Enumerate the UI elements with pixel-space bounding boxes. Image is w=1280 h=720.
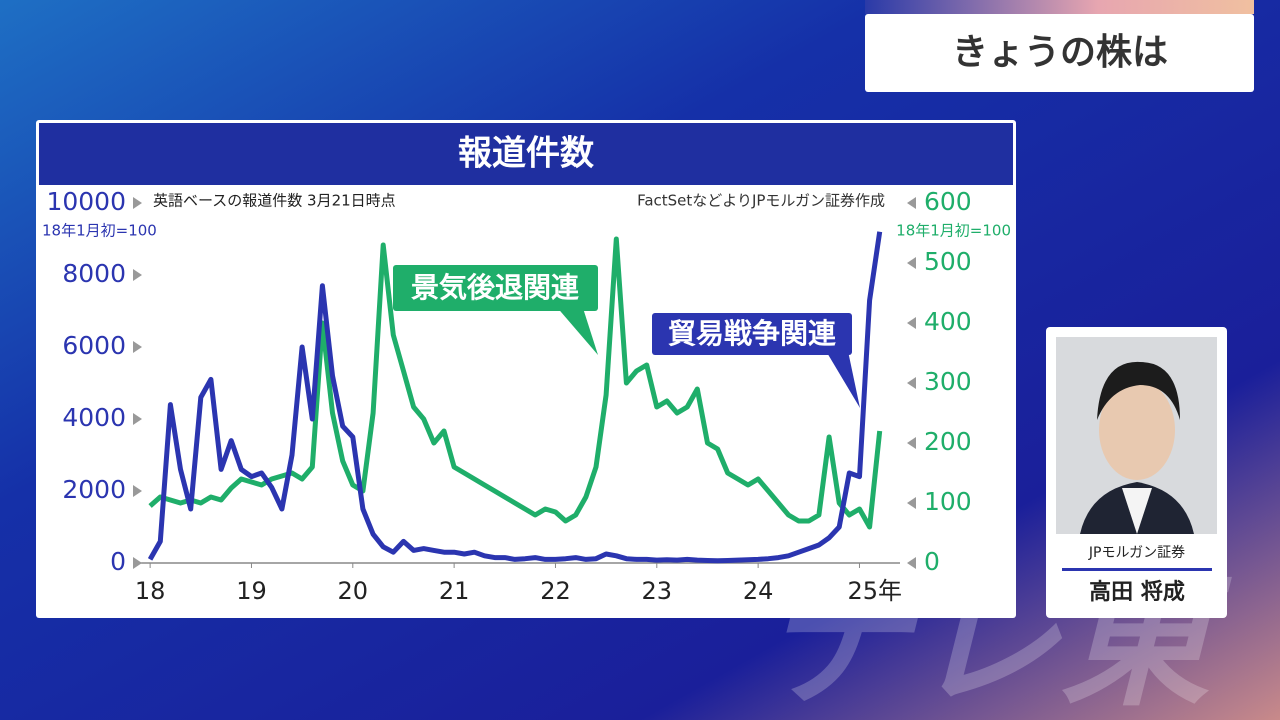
y-tick bbox=[133, 413, 142, 425]
y-tick-label: 4000 bbox=[62, 403, 126, 432]
y-tick bbox=[133, 197, 142, 209]
series-label: 景気後退関連 bbox=[411, 271, 579, 304]
y-axis-label: 18年1月初=100 bbox=[42, 222, 157, 240]
y2-tick-label: 300 bbox=[924, 367, 972, 396]
series-line bbox=[148, 236, 883, 530]
x-tick-label: 23 bbox=[642, 577, 673, 605]
y2-tick bbox=[907, 317, 916, 329]
y2-tick-label: 600 bbox=[924, 187, 972, 216]
x-tick-label: 22 bbox=[540, 577, 571, 605]
callout-pointer bbox=[826, 351, 860, 408]
y2-tick bbox=[907, 257, 916, 269]
y-tick bbox=[133, 269, 142, 281]
presenter-hair bbox=[1097, 361, 1180, 420]
y-tick bbox=[133, 485, 142, 497]
x-tick-label: 19 bbox=[236, 577, 267, 605]
y-tick-label: 10000 bbox=[46, 187, 126, 216]
y2-tick bbox=[907, 497, 916, 509]
y2-tick-label: 0 bbox=[924, 547, 940, 576]
y-tick-label: 0 bbox=[110, 547, 126, 576]
y2-tick bbox=[907, 557, 916, 569]
y2-tick-label: 500 bbox=[924, 247, 972, 276]
callout-box bbox=[393, 265, 598, 311]
callout-pointer bbox=[555, 305, 598, 355]
y-tick-label: 6000 bbox=[62, 331, 126, 360]
x-tick-label: 21 bbox=[439, 577, 470, 605]
series-label: 貿易戦争関連 bbox=[668, 317, 836, 350]
y2-tick-label: 200 bbox=[924, 427, 972, 456]
chart-title: 報道件数 bbox=[458, 134, 594, 174]
chart-subtitle: 英語ベースの報道件数 3月21日時点 bbox=[153, 192, 396, 210]
presenter-company: JPモルガン証券 bbox=[1088, 545, 1185, 561]
y2-tick-label: 400 bbox=[924, 307, 972, 336]
presenter-shirt bbox=[1122, 488, 1152, 534]
y2-tick bbox=[907, 377, 916, 389]
header-title: きょうの株は bbox=[952, 32, 1168, 73]
y2-axis-label: 18年1月初=100 bbox=[896, 222, 1011, 240]
y-tick bbox=[133, 341, 142, 353]
x-tick-label: 18 bbox=[135, 577, 166, 605]
y-tick-label: 8000 bbox=[62, 259, 126, 288]
series-line bbox=[147, 231, 883, 564]
x-tick-label: 24 bbox=[743, 577, 774, 605]
header-box bbox=[865, 14, 1254, 92]
header-accent bbox=[865, 0, 1254, 14]
presenter-name: 高田 将成 bbox=[1089, 579, 1185, 605]
presenter-divider bbox=[1062, 568, 1212, 571]
y-tick-label: 2000 bbox=[62, 475, 126, 504]
x-tick-label: 20 bbox=[338, 577, 369, 605]
x-tick-label: 25年 bbox=[847, 577, 902, 605]
y-tick bbox=[133, 557, 142, 569]
y2-tick-label: 100 bbox=[924, 487, 972, 516]
callout-box bbox=[652, 313, 852, 355]
presenter-face bbox=[1099, 380, 1175, 480]
y2-tick bbox=[907, 197, 916, 209]
chart-source: FactSetなどよりJPモルガン証券作成 bbox=[637, 192, 885, 210]
chart-title-bar bbox=[39, 123, 1013, 185]
y2-tick bbox=[907, 437, 916, 449]
